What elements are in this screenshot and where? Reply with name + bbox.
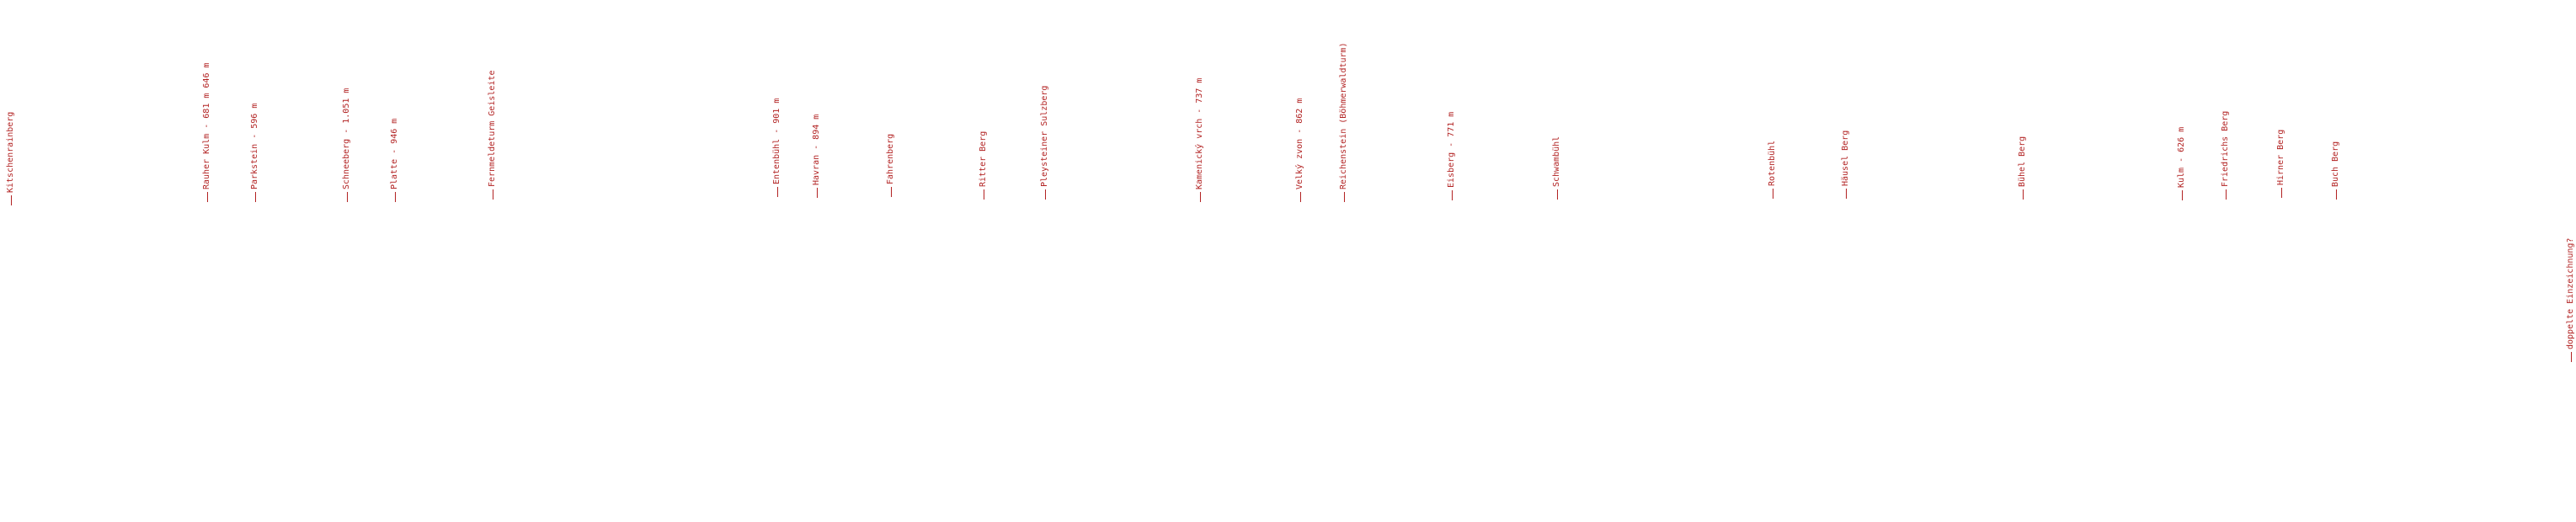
peak-tick-line xyxy=(2225,189,2227,200)
peak-tick-line xyxy=(1299,192,1301,202)
peak-tick-line xyxy=(10,195,12,205)
peak-tick-line xyxy=(394,192,396,202)
peak-name: Schwambühl xyxy=(1552,136,1561,187)
peak-name: Rauher Kulm - 681 m 646 m xyxy=(202,62,211,189)
peak-name: Entenbühl - 901 m xyxy=(772,98,781,184)
peak-label: Platte - 946 m xyxy=(390,118,399,202)
peak-label: Eisberg - 771 m xyxy=(1447,111,1456,200)
peak-label: Rauher Kulm - 681 m 646 m xyxy=(202,62,211,202)
peak-label: Ritter Berg xyxy=(979,131,988,200)
peak-name: Parkstein - 596 m xyxy=(250,103,259,189)
peak-label: Parkstein - 596 m xyxy=(250,103,259,202)
peak-name: Havran - 894 m xyxy=(812,114,821,185)
peak-label: Schwambühl xyxy=(1552,136,1561,200)
peak-tick-line xyxy=(1845,189,1847,199)
peak-tick-line xyxy=(254,192,256,202)
peak-label: Häusel Berg xyxy=(1841,130,1850,199)
peak-label: Entenbühl - 901 m xyxy=(772,98,781,197)
peak-name: Bühel Berg xyxy=(2018,136,2027,187)
peak-label: Bühel Berg xyxy=(2018,136,2027,200)
peak-name: Kamenický vrch - 737 m xyxy=(1195,77,1204,189)
peak-name: Ritter Berg xyxy=(979,130,988,187)
peak-tick-line xyxy=(1451,190,1453,200)
peak-name: Friedrichs Berg xyxy=(2221,110,2230,187)
peak-tick-line xyxy=(2570,352,2572,362)
peak-label: Kamenický vrch - 737 m xyxy=(1195,77,1204,202)
peak-name: Schneeberg - 1.051 m xyxy=(342,88,351,189)
peak-label: Rotenbühl xyxy=(1768,141,1777,199)
peak-tick-line xyxy=(1199,192,1201,202)
peak-label: Pleysteiner Sulzberg xyxy=(1040,85,1049,200)
peak-name: Fernmeldeturm Geisleite xyxy=(488,70,497,187)
peak-name: Platte - 946 m xyxy=(390,118,399,189)
peak-name: Fahrenberg xyxy=(886,133,895,184)
peak-label: Buch Berg xyxy=(2331,141,2340,200)
peak-tick-line xyxy=(2335,189,2337,200)
peak-label: Kitschenrainberg xyxy=(6,111,15,205)
peak-tick-line xyxy=(1044,189,1046,200)
peak-label: Havran - 894 m xyxy=(812,114,821,198)
peak-name: Rotenbühl xyxy=(1768,140,1777,186)
peak-tick-line xyxy=(2022,189,2024,200)
peak-label: Fahrenberg xyxy=(886,133,895,197)
peak-tick-line xyxy=(816,188,818,198)
peak-name: Velký zvon - 862 m xyxy=(1295,98,1304,189)
peak-name: Pleysteiner Sulzberg xyxy=(1040,85,1049,187)
peak-name: doppelte Einzeichnung? xyxy=(2566,237,2575,349)
peak-name: Kulm - 626 m xyxy=(2177,126,2186,188)
peak-label: Kulm - 626 m xyxy=(2177,126,2186,200)
peak-label: Reichenstein (Böhmerwaldturm) xyxy=(1339,42,1348,202)
peak-name: Häusel Berg xyxy=(1841,130,1850,186)
peak-tick-line xyxy=(2181,190,2183,200)
peak-label: Velký zvon - 862 m xyxy=(1295,98,1304,202)
peak-label: Hirner Berg xyxy=(2276,129,2285,198)
peak-name: Hirner Berg xyxy=(2276,129,2285,185)
peak-name: Reichenstein (Böhmerwaldturm) xyxy=(1339,42,1348,189)
peak-label: Friedrichs Berg xyxy=(2221,111,2230,200)
peak-name: Kitschenrainberg xyxy=(6,111,15,193)
peak-tick-line xyxy=(206,192,208,202)
peak-label: Fernmeldeturm Geisleite xyxy=(488,71,497,200)
peak-name: Buch Berg xyxy=(2331,141,2340,187)
peak-label: Schneeberg - 1.051 m xyxy=(342,88,351,202)
peak-tick-line xyxy=(1343,192,1345,202)
peak-name: Eisberg - 771 m xyxy=(1447,111,1456,188)
peak-tick-line xyxy=(1556,189,1558,200)
peak-tick-line xyxy=(890,187,892,197)
peak-label: doppelte Einzeichnung? xyxy=(2566,237,2575,362)
peak-tick-line xyxy=(346,192,348,202)
peak-tick-line xyxy=(776,187,778,197)
peak-tick-line xyxy=(2280,188,2282,198)
